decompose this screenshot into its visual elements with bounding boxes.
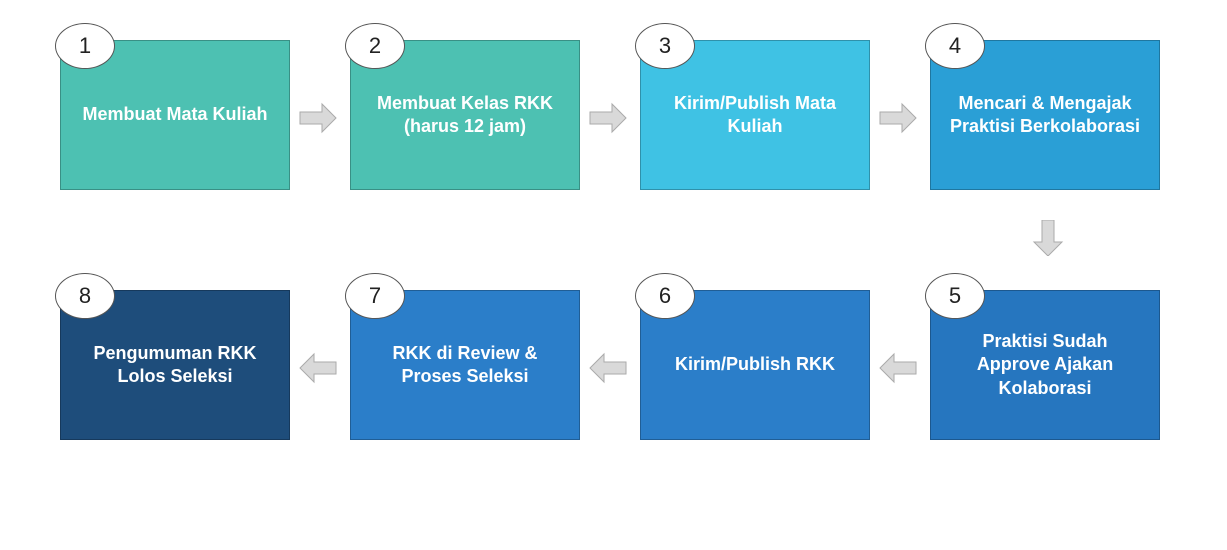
step-label: RKK di Review & Proses Seleksi (365, 342, 565, 389)
step-number: 6 (659, 282, 671, 311)
step-number: 3 (659, 32, 671, 61)
step-box-7: RKK di Review & Proses Seleksi7 (350, 290, 580, 440)
step-number-badge: 4 (925, 23, 985, 69)
step-number: 4 (949, 32, 961, 61)
step-number: 7 (369, 282, 381, 311)
step-number: 2 (369, 32, 381, 61)
step-box-8: Pengumuman RKK Lolos Seleksi8 (60, 290, 290, 440)
step-box-6: Kirim/Publish RKK6 (640, 290, 870, 440)
flowchart-canvas: Membuat Mata Kuliah1Membuat Kelas RKK (h… (0, 0, 1227, 550)
step-number-badge: 6 (635, 273, 695, 319)
step-label: Praktisi Sudah Approve Ajakan Kolaborasi (945, 330, 1145, 400)
step-box-5: Praktisi Sudah Approve Ajakan Kolaborasi… (930, 290, 1160, 440)
step-box-3: Kirim/Publish Mata Kuliah3 (640, 40, 870, 190)
step-label: Pengumuman RKK Lolos Seleksi (75, 342, 275, 389)
step-label: Membuat Kelas RKK (harus 12 jam) (365, 92, 565, 139)
step-number: 5 (949, 282, 961, 311)
step-label: Membuat Mata Kuliah (82, 103, 267, 126)
step-number-badge: 7 (345, 273, 405, 319)
step-box-4: Mencari & Mengajak Praktisi Berkolaboras… (930, 40, 1160, 190)
step-number-badge: 3 (635, 23, 695, 69)
step-label: Kirim/Publish Mata Kuliah (655, 92, 855, 139)
step-box-1: Membuat Mata Kuliah1 (60, 40, 290, 190)
step-label: Mencari & Mengajak Praktisi Berkolaboras… (945, 92, 1145, 139)
step-box-2: Membuat Kelas RKK (harus 12 jam)2 (350, 40, 580, 190)
step-number-badge: 2 (345, 23, 405, 69)
step-label: Kirim/Publish RKK (675, 353, 835, 376)
step-number: 8 (79, 282, 91, 311)
step-number-badge: 8 (55, 273, 115, 319)
step-number: 1 (79, 32, 91, 61)
step-number-badge: 1 (55, 23, 115, 69)
step-number-badge: 5 (925, 273, 985, 319)
